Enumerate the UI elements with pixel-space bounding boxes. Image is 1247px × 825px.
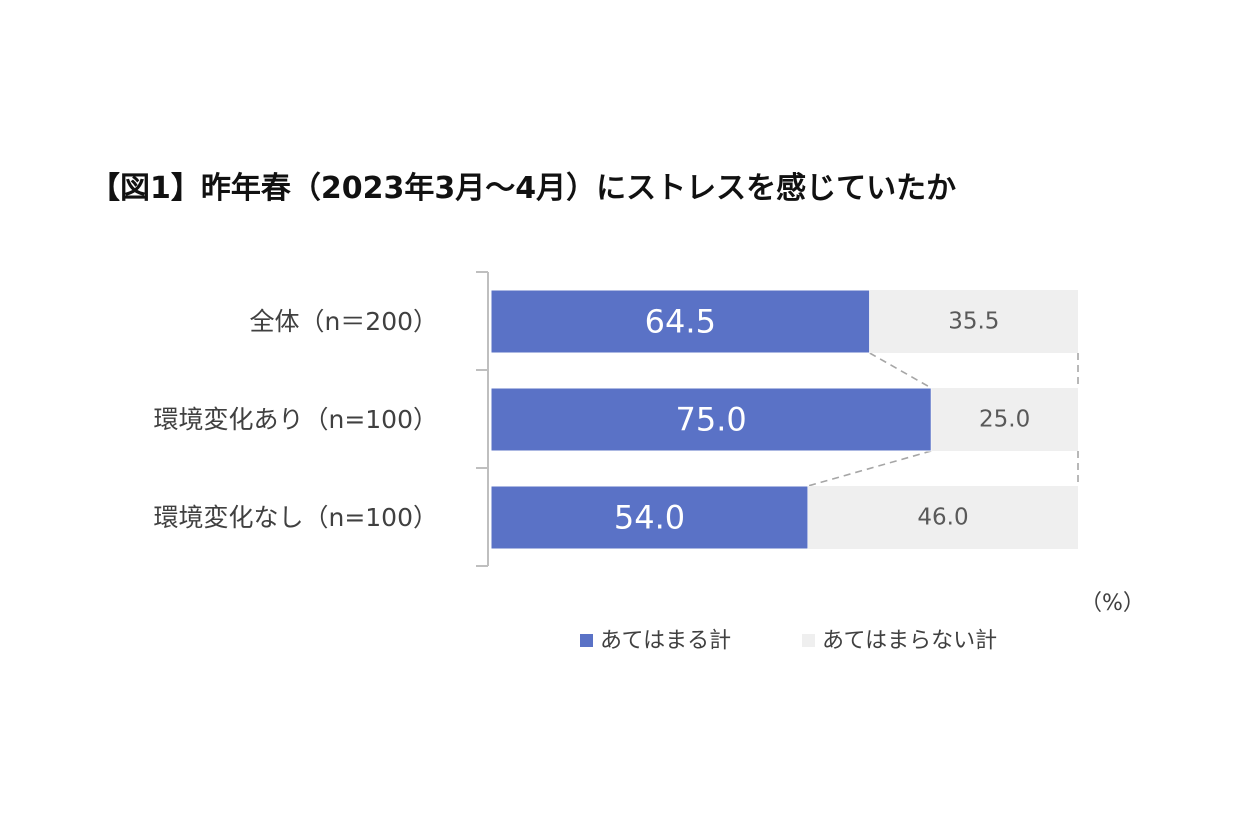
data-label-disagree: 25.0 [979,407,1030,433]
chart-title: 【図1】昨年春（2023年3月～4月）にストレスを感じていたか [90,171,956,206]
series-line [869,352,932,389]
bars [490,289,1078,550]
unit-label: （%） [1080,591,1145,616]
bar-agree [490,289,871,354]
data-label-agree: 75.0 [676,401,747,439]
data-label-agree: 64.5 [645,303,716,341]
category-label: 全体（n＝200） [249,307,438,336]
legend: あてはまる計 あてはまらない計 [580,629,997,654]
legend-swatch-agree [580,634,593,647]
legend-label-agree: あてはまる計 [600,629,731,654]
legend-swatch-disagree [802,634,815,647]
data-label-disagree: 46.0 [917,505,968,531]
category-label: 環境変化あり（n=100） [153,405,438,434]
series-line [807,450,932,487]
bar-disagree [869,290,1078,353]
bar-disagree [807,486,1078,549]
category-labels: 全体（n＝200） 環境変化あり（n=100） 環境変化なし（n=100） [153,307,438,532]
legend-label-disagree: あてはまらない計 [822,629,997,654]
category-axis [476,271,489,567]
bar-agree [490,387,932,452]
series-lines [807,352,1079,487]
data-label-agree: 54.0 [614,499,685,537]
data-labels: 64.5 35.5 75.0 25.0 54.0 46.0 [614,303,1030,537]
bar-agree [490,485,809,550]
data-label-disagree: 35.5 [948,309,999,335]
category-label: 環境変化なし（n=100） [153,503,438,532]
bar-disagree [931,388,1078,451]
